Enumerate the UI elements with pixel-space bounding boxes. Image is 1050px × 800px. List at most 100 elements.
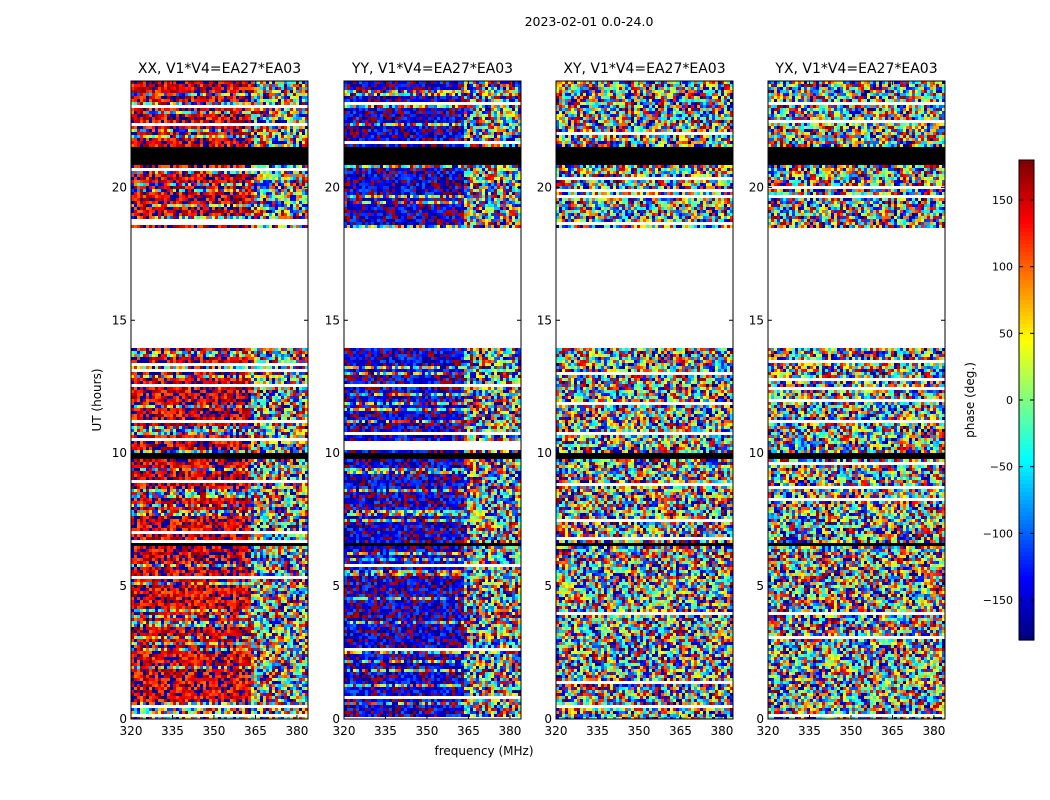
- phase-cell: [254, 417, 257, 420]
- phase-cell: [209, 366, 212, 369]
- phase-cell: [164, 198, 167, 201]
- phase-cell: [305, 201, 308, 204]
- phase-cell: [227, 213, 230, 216]
- phase-cell: [167, 366, 170, 369]
- phase-cell: [215, 111, 218, 114]
- phase-cell: [161, 483, 164, 486]
- phase-cell: [173, 360, 176, 363]
- phase-cell: [245, 381, 248, 384]
- phase-cell: [131, 498, 134, 501]
- phase-cell: [164, 108, 167, 111]
- phase-cell: [197, 405, 200, 408]
- phase-cell: [209, 189, 212, 192]
- phase-cell: [224, 429, 227, 432]
- phase-cell: [251, 450, 254, 453]
- phase-cell: [146, 423, 149, 426]
- phase-cell: [158, 468, 161, 471]
- phase-cell: [185, 96, 188, 99]
- phase-cell: [167, 501, 170, 504]
- phase-cell: [131, 189, 134, 192]
- phase-cell: [203, 180, 206, 183]
- phase-cell: [221, 459, 224, 462]
- phase-cell: [212, 195, 215, 198]
- phase-cell: [239, 84, 242, 87]
- phase-cell: [275, 198, 278, 201]
- phase-cell: [269, 99, 272, 102]
- phase-cell: [242, 111, 245, 114]
- phase-cell: [182, 132, 185, 135]
- phase-cell: [185, 450, 188, 453]
- phase-cell: [242, 120, 245, 123]
- phase-cell: [281, 126, 284, 129]
- phase-cell: [266, 357, 269, 360]
- phase-cell: [137, 396, 140, 399]
- phase-cell: [218, 426, 221, 429]
- phase-cell: [242, 87, 245, 90]
- phase-cell: [260, 378, 263, 381]
- phase-cell: [164, 126, 167, 129]
- phase-cell: [302, 204, 305, 207]
- phase-cell: [140, 129, 143, 132]
- phase-cell: [266, 366, 269, 369]
- phase-cell: [149, 201, 152, 204]
- phase-cell: [287, 408, 290, 411]
- phase-cell: [161, 198, 164, 201]
- phase-cell: [230, 102, 233, 105]
- phase-cell: [191, 201, 194, 204]
- phase-cell: [170, 396, 173, 399]
- phase-cell: [224, 504, 227, 507]
- phase-cell: [245, 108, 248, 111]
- phase-cell: [245, 90, 248, 93]
- phase-cell: [266, 402, 269, 405]
- phase-cell: [146, 426, 149, 429]
- phase-cell: [221, 396, 224, 399]
- phase-cell: [161, 405, 164, 408]
- phase-cell: [287, 165, 290, 168]
- phase-cell: [137, 429, 140, 432]
- phase-cell: [272, 180, 275, 183]
- phase-cell: [137, 177, 140, 180]
- phase-cell: [284, 450, 287, 453]
- phase-cell: [197, 399, 200, 402]
- phase-cell: [266, 126, 269, 129]
- phase-cell: [149, 405, 152, 408]
- phase-cell: [131, 459, 134, 462]
- phase-cell: [236, 471, 239, 474]
- phase-cell: [302, 357, 305, 360]
- phase-cell: [149, 477, 152, 480]
- phase-cell: [272, 216, 275, 219]
- phase-cell: [200, 378, 203, 381]
- phase-cell: [233, 396, 236, 399]
- phase-cell: [296, 405, 299, 408]
- phase-cell: [146, 477, 149, 480]
- phase-cell: [167, 210, 170, 213]
- phase-cell: [191, 492, 194, 495]
- phase-cell: [182, 381, 185, 384]
- phase-cell: [176, 96, 179, 99]
- phase-cell: [161, 465, 164, 468]
- phase-cell: [224, 405, 227, 408]
- phase-cell: [131, 99, 134, 102]
- phase-cell: [302, 111, 305, 114]
- phase-cell: [143, 201, 146, 204]
- phase-cell: [137, 351, 140, 354]
- phase-cell: [167, 126, 170, 129]
- phase-cell: [257, 354, 260, 357]
- phase-cell: [236, 144, 239, 147]
- phase-cell: [302, 468, 305, 471]
- phase-cell: [194, 450, 197, 453]
- phase-cell: [221, 387, 224, 390]
- phase-cell: [179, 366, 182, 369]
- phase-cell: [188, 138, 191, 141]
- phase-cell: [134, 225, 137, 228]
- phase-cell: [293, 186, 296, 189]
- phase-cell: [194, 213, 197, 216]
- phase-cell: [227, 135, 230, 138]
- phase-cell: [215, 87, 218, 90]
- phase-cell: [293, 171, 296, 174]
- phase-cell: [134, 396, 137, 399]
- phase-cell: [137, 393, 140, 396]
- phase-cell: [176, 408, 179, 411]
- phase-cell: [173, 357, 176, 360]
- phase-cell: [269, 204, 272, 207]
